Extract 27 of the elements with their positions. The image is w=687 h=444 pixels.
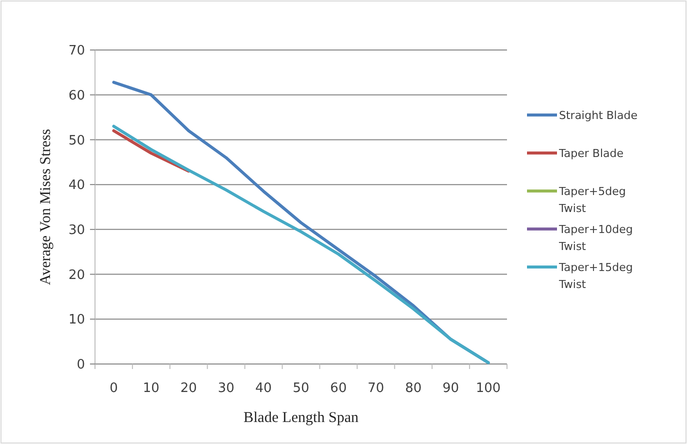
legend-label: Taper Blade (558, 146, 624, 160)
x-tick-label: 90 (442, 381, 460, 396)
y-tick-label: 20 (68, 268, 85, 283)
x-tick-label: 40 (255, 381, 272, 396)
x-tick-label: 70 (368, 381, 384, 396)
x-tick-label: 0 (110, 381, 118, 396)
line-series (112, 124, 490, 364)
y-tick-label: 10 (68, 312, 85, 328)
legend-label: Taper+5deg Twist (558, 184, 626, 215)
x-tick-label: 50 (292, 381, 310, 396)
x-tick-label: 60 (330, 381, 347, 396)
y-axis-title: Average Von Mises Stress (38, 128, 54, 286)
x-tick-label: 10 (142, 381, 160, 396)
x-tick-label: 100 (476, 381, 501, 396)
y-tick-label: 60 (68, 88, 85, 104)
y-tick-label: 0 (76, 358, 85, 373)
legend-label: Taper+15deg Twist (558, 260, 633, 291)
y-tick-label: 30 (68, 222, 85, 238)
y-tick-label: 70 (68, 44, 85, 59)
x-axis-title: Blade Length Span (244, 410, 359, 426)
x-tick-label: 80 (405, 381, 422, 396)
legend-label: Straight Blade (559, 108, 638, 122)
y-tick-label: 50 (68, 133, 85, 148)
y-tick-label: 40 (68, 178, 85, 194)
x-tick-label: 30 (218, 381, 234, 396)
x-tick-label: 20 (180, 381, 197, 396)
legend-label: Taper+10deg Twist (558, 222, 633, 253)
